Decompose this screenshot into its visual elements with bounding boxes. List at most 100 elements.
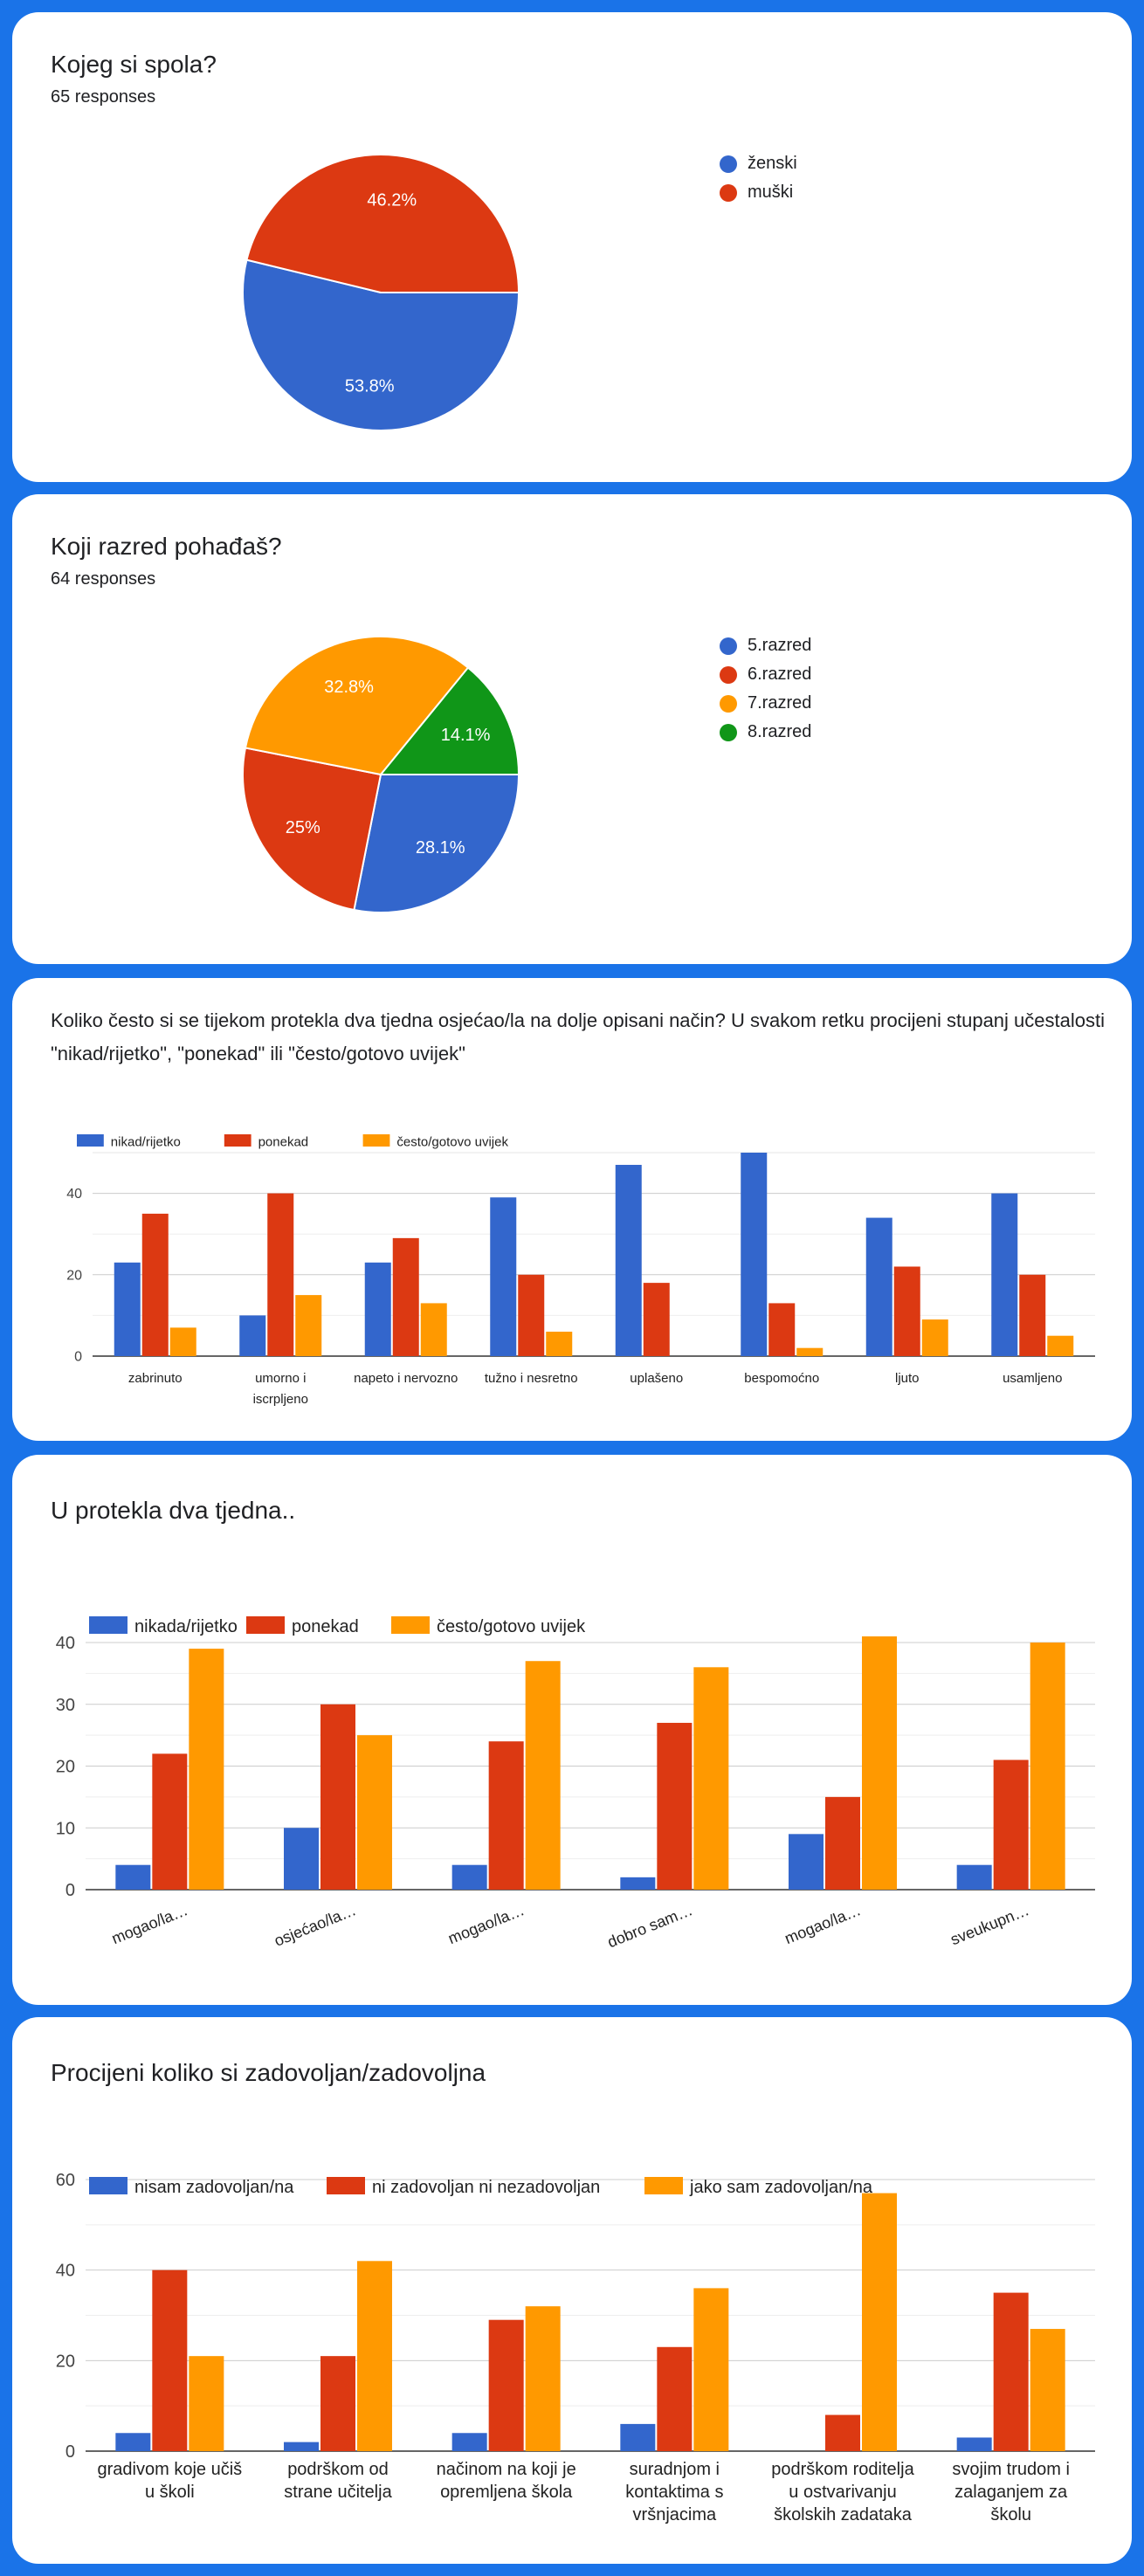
legend-item-5-razred: 5.razred bbox=[720, 636, 811, 656]
legend-label: 8.razred bbox=[748, 722, 812, 741]
x-category-label: suradnjom i bbox=[630, 2460, 720, 2479]
x-category-label: osjećao/la… bbox=[272, 1901, 358, 1950]
legend-label: 6.razred bbox=[748, 665, 812, 684]
bar-jako-sam-zadovoljan-na bbox=[1030, 2329, 1065, 2451]
x-category-label: zabrinuto bbox=[128, 1371, 183, 1386]
bar-esto-gotovo-uvijek bbox=[525, 1661, 561, 1890]
bar-ponekad bbox=[825, 1796, 860, 1890]
x-category-label: opremljena škola bbox=[440, 2483, 573, 2502]
y-tick-label: 10 bbox=[56, 1819, 75, 1838]
legend-item-enski: ženski bbox=[720, 154, 797, 174]
satisfaction-bar-chart: 0 20 40 60 gradivom koje učiš u školi podrškom… bbox=[56, 2171, 1095, 2524]
legend-swatch bbox=[720, 723, 737, 741]
pie-label-mu-ki: 46.2% bbox=[367, 190, 417, 210]
y-tick-label: 40 bbox=[56, 2262, 75, 2281]
bar-ni-zadovoljan-ni-nezadovoljan bbox=[152, 2269, 188, 2451]
bar-nikad-rijetko bbox=[490, 1197, 517, 1356]
bar-jako-sam-zadovoljan-na bbox=[862, 2193, 897, 2451]
pie-slice-8-razred bbox=[378, 666, 520, 775]
y-tick-label: 40 bbox=[56, 1634, 75, 1653]
bar-ponekad bbox=[768, 1303, 796, 1356]
legend-label-nikada-rijetko: nikada/rijetko bbox=[134, 1617, 238, 1636]
x-category-label: dobro sam… bbox=[605, 1901, 695, 1951]
x-category-label: mogao/la… bbox=[109, 1901, 190, 1947]
bar-ponekad bbox=[518, 1274, 545, 1356]
bar-ni-zadovoljan-ni-nezadovoljan bbox=[657, 2346, 693, 2451]
pie-slice-6-razred bbox=[242, 747, 382, 912]
x-category-label: u ostvarivanju bbox=[789, 2483, 896, 2502]
bar-jako-sam-zadovoljan-na bbox=[525, 2306, 561, 2451]
bar-ponekad bbox=[141, 1213, 169, 1356]
card-title: Kojeg si spola? bbox=[51, 51, 217, 78]
bar-nikad-rijetko bbox=[865, 1217, 892, 1356]
bar-ponekad bbox=[320, 1704, 355, 1890]
legend-item-7-razred: 7.razred bbox=[720, 693, 811, 713]
legend-label: muški bbox=[748, 183, 794, 202]
bar-nikad-rijetko bbox=[991, 1193, 1018, 1356]
bar-esto-gotovo-uvijek bbox=[1047, 1335, 1074, 1356]
gender-pie-chart: 53.8% 46.2% bbox=[242, 154, 520, 431]
legend-label: 5.razred bbox=[748, 636, 812, 655]
legend-swatch-esto-gotovo-uvijek bbox=[391, 1616, 430, 1634]
bar-jako-sam-zadovoljan-na bbox=[357, 2261, 392, 2451]
response-count: 64 responses bbox=[51, 569, 156, 589]
x-category-label: mogao/la… bbox=[782, 1901, 864, 1947]
legend-item-mu-ki: muški bbox=[720, 183, 793, 203]
bar-esto-gotovo-uvijek bbox=[1030, 1643, 1065, 1890]
legend-label-esto-gotovo-uvijek: često/gotovo uvijek bbox=[437, 1617, 586, 1636]
legend-label-esto-gotovo-uvijek: često/gotovo uvijek bbox=[396, 1135, 508, 1150]
legend-swatch-nikad-rijetko bbox=[77, 1134, 104, 1147]
twoweeks-card: U protekla dva tjedna.. 0 10 20 30 40 mogao/l… bbox=[12, 1455, 1132, 2005]
feelings-bar-chart: 0 20 40 zabrinuto umorno i iscrpljeno napeto i… bbox=[66, 1134, 1095, 1407]
x-category-label: gradivom koje učiš bbox=[98, 2460, 243, 2479]
bar-esto-gotovo-uvijek bbox=[189, 1649, 224, 1890]
bar-ponekad bbox=[392, 1237, 419, 1356]
bar-nisam-zadovoljan-na bbox=[451, 2433, 487, 2451]
x-category-label: podrškom od bbox=[287, 2460, 389, 2479]
legend-swatch-esto-gotovo-uvijek bbox=[362, 1134, 390, 1147]
x-category-label: u školi bbox=[145, 2483, 195, 2502]
bar-esto-gotovo-uvijek bbox=[357, 1735, 392, 1890]
pie-slice-7-razred bbox=[244, 636, 470, 776]
y-tick-label: 0 bbox=[65, 1881, 75, 1900]
pie-label-6-razred: 25% bbox=[286, 818, 320, 837]
card-title: Procijeni koliko si zadovoljan/zadovoljn… bbox=[51, 2059, 486, 2086]
legend-swatch-ponekad bbox=[246, 1616, 285, 1634]
y-tick-label: 20 bbox=[56, 1758, 75, 1777]
bar-ponekad bbox=[643, 1283, 670, 1356]
bar-esto-gotovo-uvijek bbox=[693, 1667, 729, 1890]
bar-ni-zadovoljan-ni-nezadovoljan bbox=[320, 2356, 355, 2451]
bar-ponekad bbox=[1019, 1274, 1046, 1356]
bar-ponekad bbox=[893, 1266, 920, 1356]
y-tick-label: 40 bbox=[66, 1187, 82, 1202]
bar-esto-gotovo-uvijek bbox=[295, 1295, 322, 1356]
bar-esto-gotovo-uvijek bbox=[921, 1319, 948, 1356]
bar-esto-gotovo-uvijek bbox=[420, 1303, 447, 1356]
x-category-label: sveukupn… bbox=[948, 1901, 1032, 1948]
bar-nikad-rijetko bbox=[615, 1164, 642, 1356]
bar-ponekad bbox=[993, 1760, 1029, 1890]
legend-label-nikad-rijetko: nikad/rijetko bbox=[111, 1135, 181, 1150]
x-category-label: usamljeno bbox=[1003, 1371, 1062, 1386]
y-tick-label: 30 bbox=[56, 1696, 75, 1715]
pie-slice-5-razred bbox=[353, 774, 520, 913]
legend-label-ponekad: ponekad bbox=[258, 1135, 309, 1150]
feelings-card: Koliko često si se tijekom protekla dva … bbox=[12, 978, 1132, 1441]
pie-slice-enski bbox=[242, 258, 520, 431]
pie-label-8-razred: 14.1% bbox=[441, 726, 491, 745]
bar-nisam-zadovoljan-na bbox=[115, 2433, 151, 2451]
bar-ni-zadovoljan-ni-nezadovoljan bbox=[993, 2292, 1029, 2451]
x-category-label: napeto i nervozno bbox=[354, 1371, 458, 1386]
y-tick-label: 60 bbox=[56, 2171, 75, 2190]
x-category-label: podrškom roditelja bbox=[771, 2460, 914, 2479]
legend-swatch-ponekad bbox=[224, 1134, 252, 1147]
bar-ponekad bbox=[657, 1722, 693, 1890]
gender-card: Kojeg si spola? 65 responses 53.8% 46.2% … bbox=[12, 12, 1132, 482]
bar-nikad-rijetko bbox=[741, 1153, 768, 1356]
x-category-label: iscrpljeno bbox=[253, 1392, 308, 1407]
legend-label-nisam-zadovoljan-na: nisam zadovoljan/na bbox=[134, 2178, 294, 2197]
pie-slice-mu-ki bbox=[245, 154, 520, 293]
legend-swatch-nikada-rijetko bbox=[89, 1616, 127, 1634]
x-category-label: mogao/la… bbox=[445, 1901, 527, 1947]
legend-swatch bbox=[720, 665, 737, 684]
